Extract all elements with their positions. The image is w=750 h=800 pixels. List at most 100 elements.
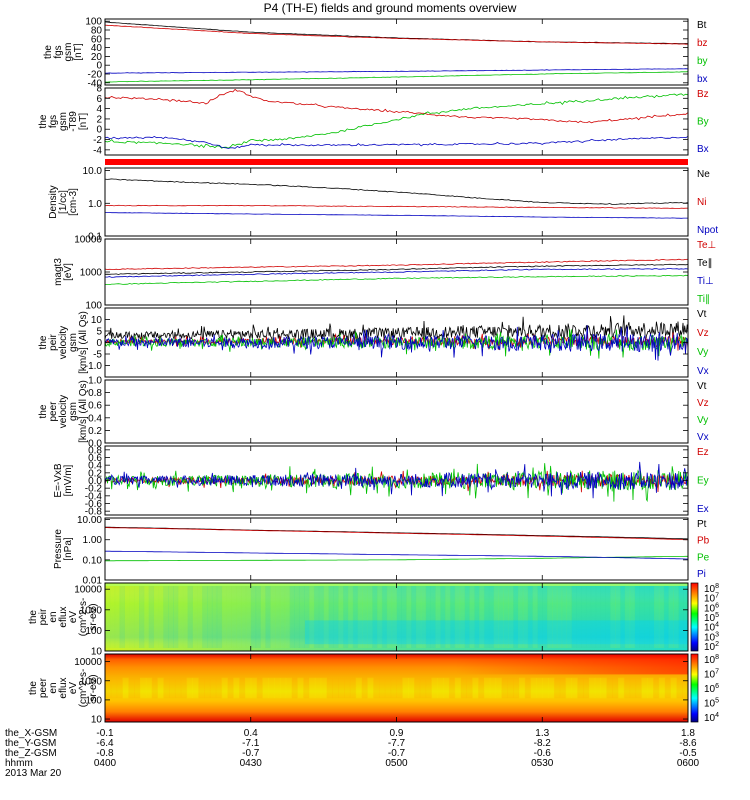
heatmap-stripe — [469, 586, 475, 648]
ephemeris-value: -6.4 — [96, 738, 114, 749]
legend-Npot: Npot — [697, 225, 718, 236]
y-tick-label: 0.1 — [88, 232, 102, 243]
y-tick-label: 0 — [96, 125, 102, 136]
y-axis-label: peer — [38, 677, 49, 698]
legend-Ne: Ne — [697, 169, 710, 180]
heatmap-stripe — [204, 677, 211, 699]
heatmap-stripe — [670, 677, 677, 699]
heatmap-stripe — [449, 586, 456, 648]
y-tick-label: 1000 — [80, 605, 103, 616]
heatmap-stripe — [508, 586, 514, 648]
y-tick-label: -20 — [88, 70, 103, 81]
heatmap-stripe — [245, 586, 252, 648]
heatmap-stripe — [239, 677, 246, 699]
y-tick-label: 100 — [85, 17, 102, 28]
y-axis-label: gsm — [58, 112, 69, 131]
heatmap-stripe — [649, 586, 655, 648]
y-tick-label: 0.2 — [88, 426, 102, 437]
y-tick-label: 0.6 — [88, 401, 102, 412]
heatmap-stripe — [445, 586, 451, 648]
series-Vx-line — [104, 325, 689, 361]
ephemeris-row-label: the_Y-GSM — [5, 738, 56, 749]
y-axis-label: E=-VxB — [53, 463, 64, 498]
y-tick-label: 80 — [91, 26, 103, 37]
heatmap-stripe — [114, 586, 121, 648]
heatmap-stripe — [581, 586, 587, 648]
y-axis-label: velocity — [58, 395, 69, 428]
heatmap-stripe — [472, 677, 479, 699]
heatmap-stripe — [483, 586, 490, 648]
heatmap-stripe — [391, 586, 397, 648]
y-axis-label: [mV/m] — [63, 464, 74, 496]
y-tick-label: 0.0 — [88, 439, 102, 450]
legend-Pb: Pb — [697, 536, 710, 547]
heatmap-stripe — [182, 586, 189, 648]
y-axis-label: peir — [38, 608, 49, 625]
y-tick-label: 0.10 — [83, 555, 103, 566]
heatmap-stripe — [173, 586, 179, 648]
y-tick-label: 10000 — [74, 235, 102, 246]
ephemeris-value: -0.8 — [96, 748, 114, 759]
y-tick-label: -1.0 — [85, 361, 103, 372]
heatmap-stripe — [489, 677, 497, 699]
y-axis-label: [nPa] — [63, 537, 74, 561]
y-axis-label: Pressure — [53, 529, 64, 569]
heatmap-stripe — [517, 586, 524, 648]
y-tick-label: 100 — [85, 626, 102, 637]
legend-Vt: Vt — [697, 381, 707, 392]
y-axis-label: [eV] — [63, 263, 74, 281]
heatmap-stripe — [483, 677, 491, 699]
heatmap-stripe — [381, 586, 388, 648]
heatmap-stripe — [566, 586, 572, 648]
y-axis-label: [nT] — [73, 43, 84, 60]
heatmap-stripe — [163, 586, 169, 648]
heatmap-stripe — [644, 586, 650, 648]
heatmap-stripe — [605, 586, 611, 648]
y-tick-label: 100 — [85, 695, 102, 706]
heatmap-stripe — [425, 586, 432, 648]
y-tick-label: -0.4 — [85, 491, 103, 502]
panel-efield: 0.80.60.40.20.0-0.2-0.4-0.6-0.8 E=-VxB [mV… — [53, 445, 709, 517]
heatmap-stripe — [518, 677, 526, 699]
legend-Ti∥: Ti∥ — [697, 294, 710, 305]
y-axis-label: sr-eV) — [88, 603, 99, 630]
heatmap-stripe — [268, 677, 275, 699]
heatmap-stripe — [326, 677, 333, 699]
heatmap-stripe — [151, 677, 158, 699]
y-tick-label: 0.8 — [88, 445, 102, 456]
y-tick-label: -4 — [93, 145, 102, 156]
date-label: 2013 Mar 20 — [5, 768, 62, 779]
y-axis-label: sr-eV) — [88, 674, 99, 701]
ephemeris-value: 0500 — [385, 758, 408, 769]
heatmap-stripe — [299, 586, 305, 648]
heatmap-stripe — [309, 586, 315, 648]
heatmap-stripe — [215, 677, 223, 699]
legend-by: by — [697, 56, 708, 67]
y-axis-label: [cm-3] — [68, 188, 79, 216]
panel-temperature: 10000 1000 100 magt3 [eV] Te⊥ Te∥ Ti⊥ Ti∥ — [53, 235, 716, 312]
heatmap-stripe — [513, 586, 519, 648]
y-axis-label: eflux — [58, 606, 69, 627]
y-tick-label: 4 — [96, 104, 102, 115]
y-axis-label: [nT] — [78, 113, 89, 130]
series-Bt-line — [104, 21, 689, 45]
y-axis-label: the — [38, 114, 49, 128]
y-axis-label: the — [28, 681, 39, 695]
colorbar-tick-label: 102 — [704, 641, 719, 653]
y-axis-label: en — [48, 611, 59, 622]
y-axis-label: eflux — [58, 677, 69, 698]
ephemeris-value: -0.6 — [534, 748, 552, 759]
heatmap-stripe — [425, 677, 432, 699]
heatmap-stripe — [411, 586, 417, 648]
panel-peer-velocity: 1.00.8 0.60.4 0.2 0.0 the peer velocity gsm [km/… — [38, 376, 709, 450]
heatmap-stripe — [116, 677, 123, 699]
heatmap-stripe — [629, 677, 637, 699]
heatmap-stripe — [139, 586, 145, 648]
heatmap-stripe — [600, 677, 607, 699]
heatmap-stripe — [559, 677, 567, 699]
heatmap-stripe — [454, 677, 462, 699]
y-axis-label: gsm — [68, 333, 79, 352]
heatmap-stripe — [124, 586, 130, 648]
panel-density: 10.0 1.0 0.1 Density [1/cc] [cm-3] Ne Ni Npot — [48, 166, 718, 242]
